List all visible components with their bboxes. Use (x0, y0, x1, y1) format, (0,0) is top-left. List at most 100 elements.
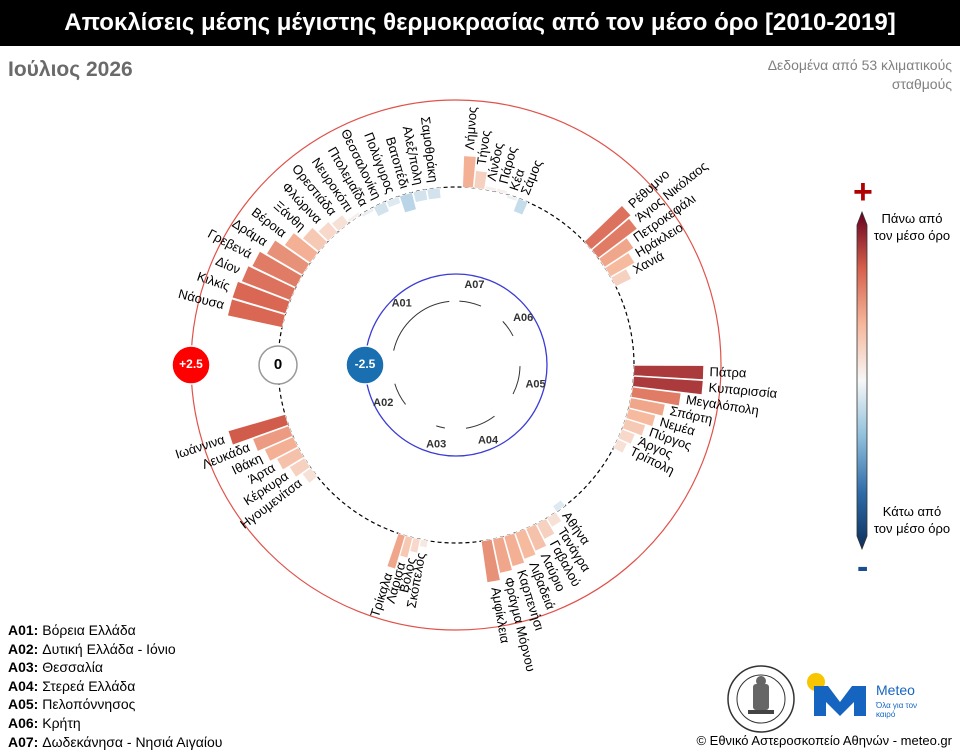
station-bar (621, 418, 646, 437)
source-note: Δεδομένα από 53 κλιματικούς σταθμούς (767, 57, 952, 92)
observatory-seal-logo (727, 665, 795, 733)
colorbar-bottom-label: Κάτω από τον μέσο όρο (873, 504, 951, 536)
chart-title: Αποκλίσεις μέσης μέγιστης θερμοκρασίας α… (0, 0, 960, 46)
station-bar (632, 375, 704, 395)
station-bar (399, 192, 417, 214)
region-code-label: A03 (426, 438, 446, 450)
scale-marker (345, 345, 385, 385)
station-bar (301, 467, 318, 484)
station-bar (288, 457, 311, 478)
station-bar (546, 511, 563, 528)
station-bar (492, 536, 513, 574)
scale-marker-label: 0 (274, 356, 282, 373)
colorbar-minus-sign: - (857, 548, 869, 586)
station-bar (480, 539, 501, 583)
period-label: Ιούλιος 2026 (8, 58, 133, 81)
meteo-logo (807, 673, 866, 716)
station-bar (612, 438, 628, 454)
region-arc (459, 300, 482, 307)
station-bar (484, 185, 497, 192)
scale-marker (258, 345, 298, 385)
station-bar (360, 207, 375, 218)
station-bar (346, 211, 361, 223)
station-bar (473, 170, 488, 190)
station-bar (426, 187, 442, 201)
region-arc (465, 415, 495, 429)
region-legend: A01: Βόρεια Ελλάδα A02: Δυτική Ελλάδα - … (8, 621, 222, 751)
station-bar (331, 214, 349, 232)
legend-item: A06: Κρήτη (8, 714, 81, 731)
zero-ring (277, 186, 635, 544)
station-label: Πάτρα (709, 364, 747, 380)
station-bar (630, 386, 682, 407)
colorbar (856, 210, 868, 551)
station-bar (583, 205, 632, 250)
meteo-brand-name: Meteo (876, 682, 915, 698)
station-bar (496, 187, 508, 195)
region-code-label: A02 (373, 397, 393, 409)
station-label: Δίον (213, 253, 242, 277)
legend-item: A05: Πελοπόννησος (8, 696, 136, 713)
station-bar (633, 365, 704, 380)
station-bar (628, 397, 666, 417)
legend-item: A04: Στερεά Ελλάδα (8, 677, 136, 694)
station-bar (617, 428, 636, 445)
station-bar (536, 518, 556, 540)
station-bar (227, 298, 286, 328)
station-label: Κυπαρισσία (708, 380, 778, 401)
station-bar (399, 535, 413, 559)
station-bar (251, 250, 303, 288)
station-bar (604, 252, 636, 278)
station-bar (513, 197, 529, 216)
station-bar (373, 201, 390, 217)
station-bar (252, 425, 294, 452)
station-bar (264, 436, 299, 462)
scale-marker (171, 345, 211, 385)
region-code-label: A01 (392, 297, 412, 309)
legend-item: A07: Δωδεκάνησα - Νησιά Αιγαίου (8, 733, 223, 750)
station-bar (302, 227, 328, 253)
station-bar (227, 414, 289, 446)
legend-item: A03: Θεσσαλία (8, 659, 103, 676)
station-bar (385, 196, 402, 209)
scale-marker-label: +2.5 (179, 357, 203, 371)
region-arc (393, 300, 450, 351)
legend-item: A02: Δυτική Ελλάδα - Ιόνιο (8, 640, 176, 657)
scale-marker-label: -2.5 (355, 357, 376, 371)
meteo-slogan: Όλα για τον καιρό (876, 701, 918, 719)
station-bar (386, 533, 406, 570)
region-code-label: A07 (464, 279, 484, 291)
colorbar-top-label: Πάνω από τον μέσο όρο (873, 211, 951, 243)
station-bar (506, 194, 518, 202)
region-code-label: A06 (513, 312, 533, 324)
station-bar (610, 268, 632, 287)
station-bar (276, 447, 305, 471)
copyright-text: © Εθνικό Αστεροσκοπείο Αθηνών - meteo.gr (696, 733, 952, 748)
station-bar (598, 237, 635, 268)
station-bar (419, 539, 429, 548)
station-bar (625, 408, 656, 427)
region-arc (502, 321, 514, 337)
region-arc (394, 383, 406, 405)
station-bar (231, 281, 291, 315)
legend-item: A01: Βόρεια Ελλάδα (8, 622, 136, 638)
station-bar (514, 528, 537, 560)
station-label: Λίνδος (484, 141, 506, 182)
station-bar (266, 239, 310, 276)
colorbar-plus-sign: + (853, 173, 873, 211)
station-bar (503, 532, 525, 567)
region-code-label: A04 (478, 434, 499, 446)
station-bar (525, 523, 548, 552)
station-bar (284, 232, 319, 264)
station-label: Κέα (506, 166, 527, 192)
station-bar (412, 189, 428, 203)
station-bar (241, 265, 296, 301)
station-bar (552, 499, 566, 513)
region-arc (512, 366, 521, 395)
region-arc (436, 425, 445, 429)
station-label: Λήμνος (462, 106, 480, 150)
region-code-label: A05 (525, 379, 545, 391)
station-bar (462, 155, 477, 189)
station-label: Τήνος (474, 129, 493, 166)
